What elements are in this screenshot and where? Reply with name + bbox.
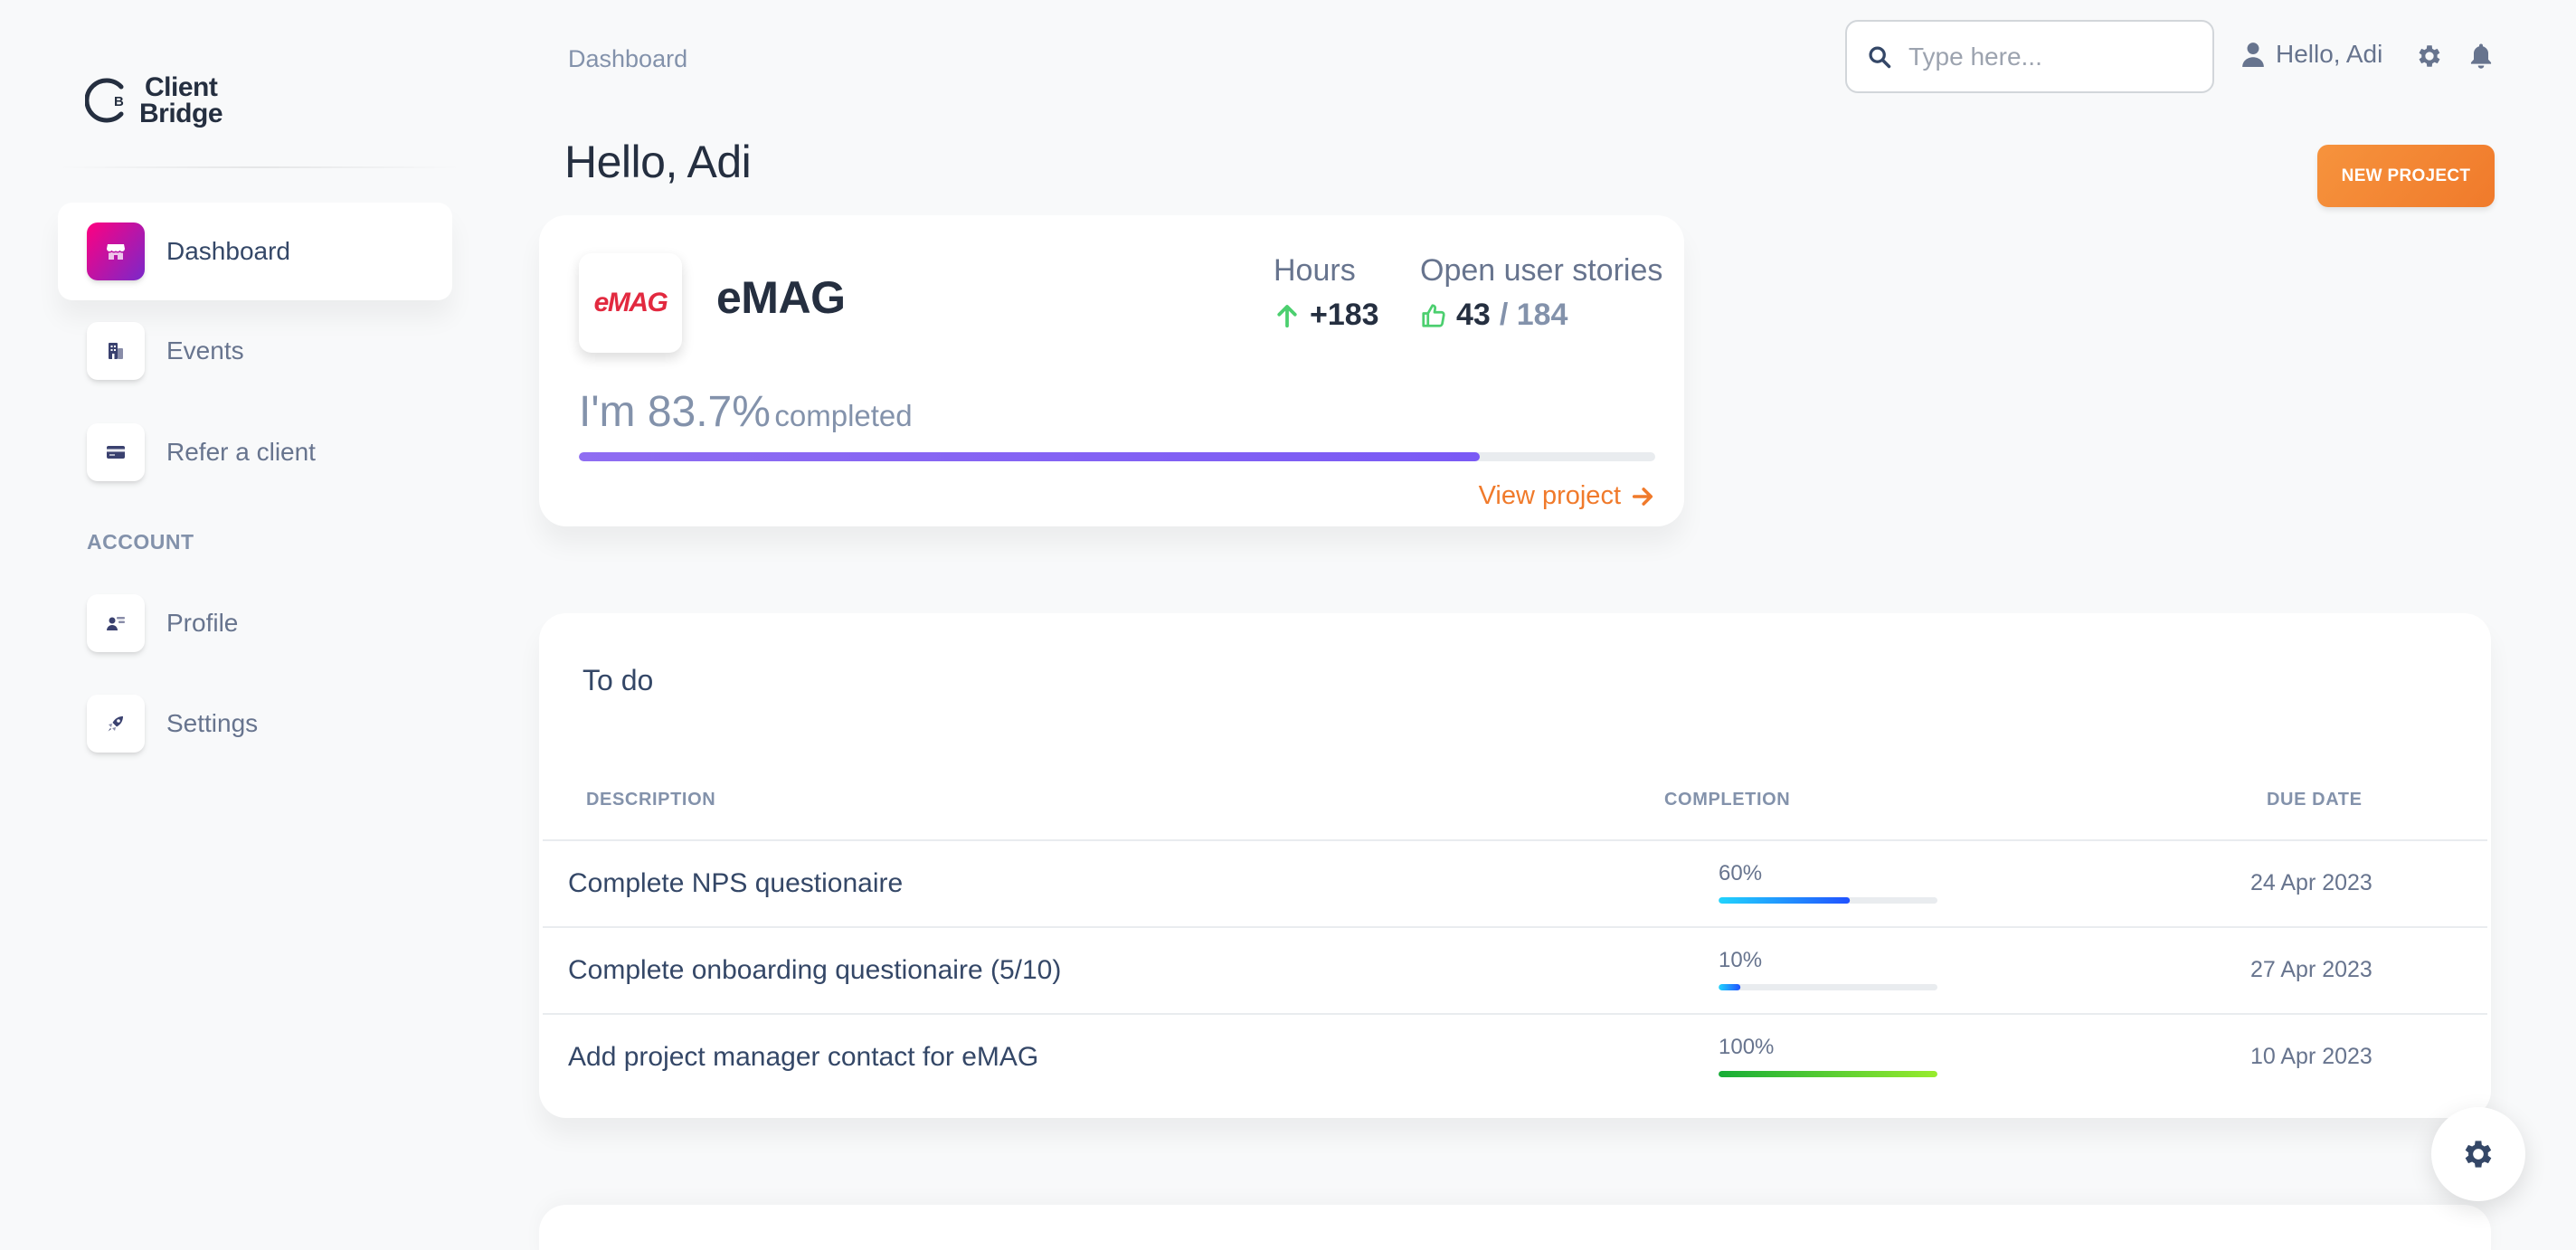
column-divider: [1643, 928, 1646, 1015]
sidebar-item-label: Events: [166, 336, 244, 365]
due-date: 24 Apr 2023: [2250, 870, 2372, 895]
open-user-stories-value-row: 43 / 184: [1420, 298, 1662, 333]
breadcrumb[interactable]: Dashboard: [568, 45, 688, 72]
sidebar-item-settings[interactable]: Settings: [58, 675, 452, 772]
sidebar-section-account: ACCOUNT: [87, 530, 194, 554]
thumbs-up-icon: [1422, 303, 1445, 327]
project-name: eMAG: [716, 272, 846, 323]
open-user-stories-label: Open user stories: [1420, 253, 1663, 288]
configurator-button[interactable]: [2431, 1107, 2525, 1201]
search-field[interactable]: [1845, 20, 2214, 93]
shop-icon: [87, 223, 145, 280]
new-project-button[interactable]: NEW PROJECT: [2317, 145, 2495, 207]
view-project-link[interactable]: View project: [1479, 481, 1655, 511]
rocket-icon: [87, 695, 145, 753]
sidebar-divider: [58, 166, 461, 168]
column-header-due-date: DUE DATE: [2267, 790, 2363, 810]
brand-name: Client Bridge: [139, 72, 223, 128]
sidebar-item-label: Profile: [166, 609, 239, 637]
gear-icon: [2465, 1141, 2492, 1168]
table-row[interactable]: Complete NPS questionaire 60% 24 Apr 202…: [543, 839, 2487, 928]
column-divider: [2129, 841, 2133, 928]
todo-card: To do DESCRIPTION COMPLETION DUE DATE Co…: [539, 613, 2491, 1118]
open-user-stories-count: 43: [1456, 298, 1491, 332]
column-header-description: DESCRIPTION: [586, 790, 716, 810]
completion-progress-fill: [1719, 984, 1741, 990]
todo-description: Complete onboarding questionaire (5/10): [568, 955, 1062, 985]
open-user-stories-stat: Open user stories 43 / 184: [1420, 253, 1662, 333]
completion-progress-bar: [1719, 984, 1937, 990]
brand-logo[interactable]: B Client Bridge: [85, 72, 223, 128]
todo-title: To do: [582, 664, 654, 696]
completion-progress-bar: [1719, 897, 1937, 904]
sidebar-item-label: Refer a client: [166, 438, 316, 466]
hours-value-row: +183: [1274, 298, 1379, 333]
completion-progress-fill: [1719, 897, 1851, 904]
credit-card-icon: [87, 423, 145, 481]
sidebar-item-label: Settings: [166, 709, 259, 737]
office-icon: [87, 322, 145, 380]
next-card: [539, 1205, 2491, 1250]
project-logo: eMAG: [579, 253, 682, 353]
column-header-completion: COMPLETION: [1664, 790, 1791, 810]
user-icon: [2242, 43, 2264, 67]
page-title: Hello, Adi: [564, 137, 752, 187]
completion-percent: 10%: [1719, 948, 1763, 972]
arrow-up-icon: [1277, 304, 1297, 327]
project-card: eMAG eMAG Hours +183 Open user stories 4…: [539, 215, 1684, 526]
sidebar-item-events[interactable]: Events: [58, 302, 452, 400]
hours-value: +183: [1310, 298, 1379, 332]
svg-text:eMAG: eMAG: [594, 288, 668, 317]
project-progress-fill: [579, 452, 1481, 461]
user-card-icon: [87, 594, 145, 652]
svg-text:B: B: [114, 94, 124, 109]
view-project-label: View project: [1478, 481, 1621, 510]
arrow-right-icon: [1632, 487, 1653, 506]
hours-stat: Hours +183: [1274, 253, 1379, 333]
due-date: 27 Apr 2023: [2250, 957, 2372, 982]
client-bridge-logo-mark: B: [85, 76, 130, 125]
column-divider: [1643, 841, 1646, 928]
user-menu-link[interactable]: Hello, Adi: [2241, 40, 2382, 69]
completion-progress-fill: [1719, 1071, 1937, 1077]
column-divider: [2129, 928, 2133, 1015]
sidebar-item-dashboard[interactable]: Dashboard: [58, 203, 452, 300]
completion-percent: 60%: [1719, 861, 1763, 885]
project-progress-bar: [579, 452, 1655, 461]
table-row[interactable]: Add project manager contact for eMAG 100…: [543, 1013, 2487, 1102]
completion-progress-bar: [1719, 1071, 1937, 1077]
sidebar-item-profile[interactable]: Profile: [58, 574, 452, 672]
table-row[interactable]: Complete onboarding questionaire (5/10) …: [543, 926, 2487, 1015]
column-divider: [1643, 1015, 1646, 1102]
hours-label: Hours: [1274, 253, 1356, 288]
todo-description: Complete NPS questionaire: [568, 868, 904, 898]
user-stories-total: / 184: [1499, 298, 1568, 332]
sidebar: B Client Bridge Dashboard Events Refer a…: [0, 0, 479, 1250]
todo-description: Add project manager contact for eMAG: [568, 1042, 1039, 1072]
due-date: 10 Apr 2023: [2250, 1044, 2372, 1069]
notification-bell-icon[interactable]: [2467, 42, 2495, 71]
column-divider: [2129, 1015, 2133, 1102]
user-greeting: Hello, Adi: [2276, 40, 2383, 68]
sidebar-item-refer-a-client[interactable]: Refer a client: [58, 403, 452, 501]
search-icon: [1869, 45, 1891, 68]
completion-percent: I'm 83.7%: [579, 388, 771, 436]
sidebar-item-label: Dashboard: [166, 237, 290, 265]
settings-gear-icon[interactable]: [2415, 42, 2444, 71]
completion-percent: 100%: [1719, 1035, 1775, 1059]
completion-suffix: completed: [774, 399, 913, 432]
completion-text: I'm 83.7% completed: [579, 387, 913, 437]
search-input[interactable]: [1908, 42, 2198, 71]
